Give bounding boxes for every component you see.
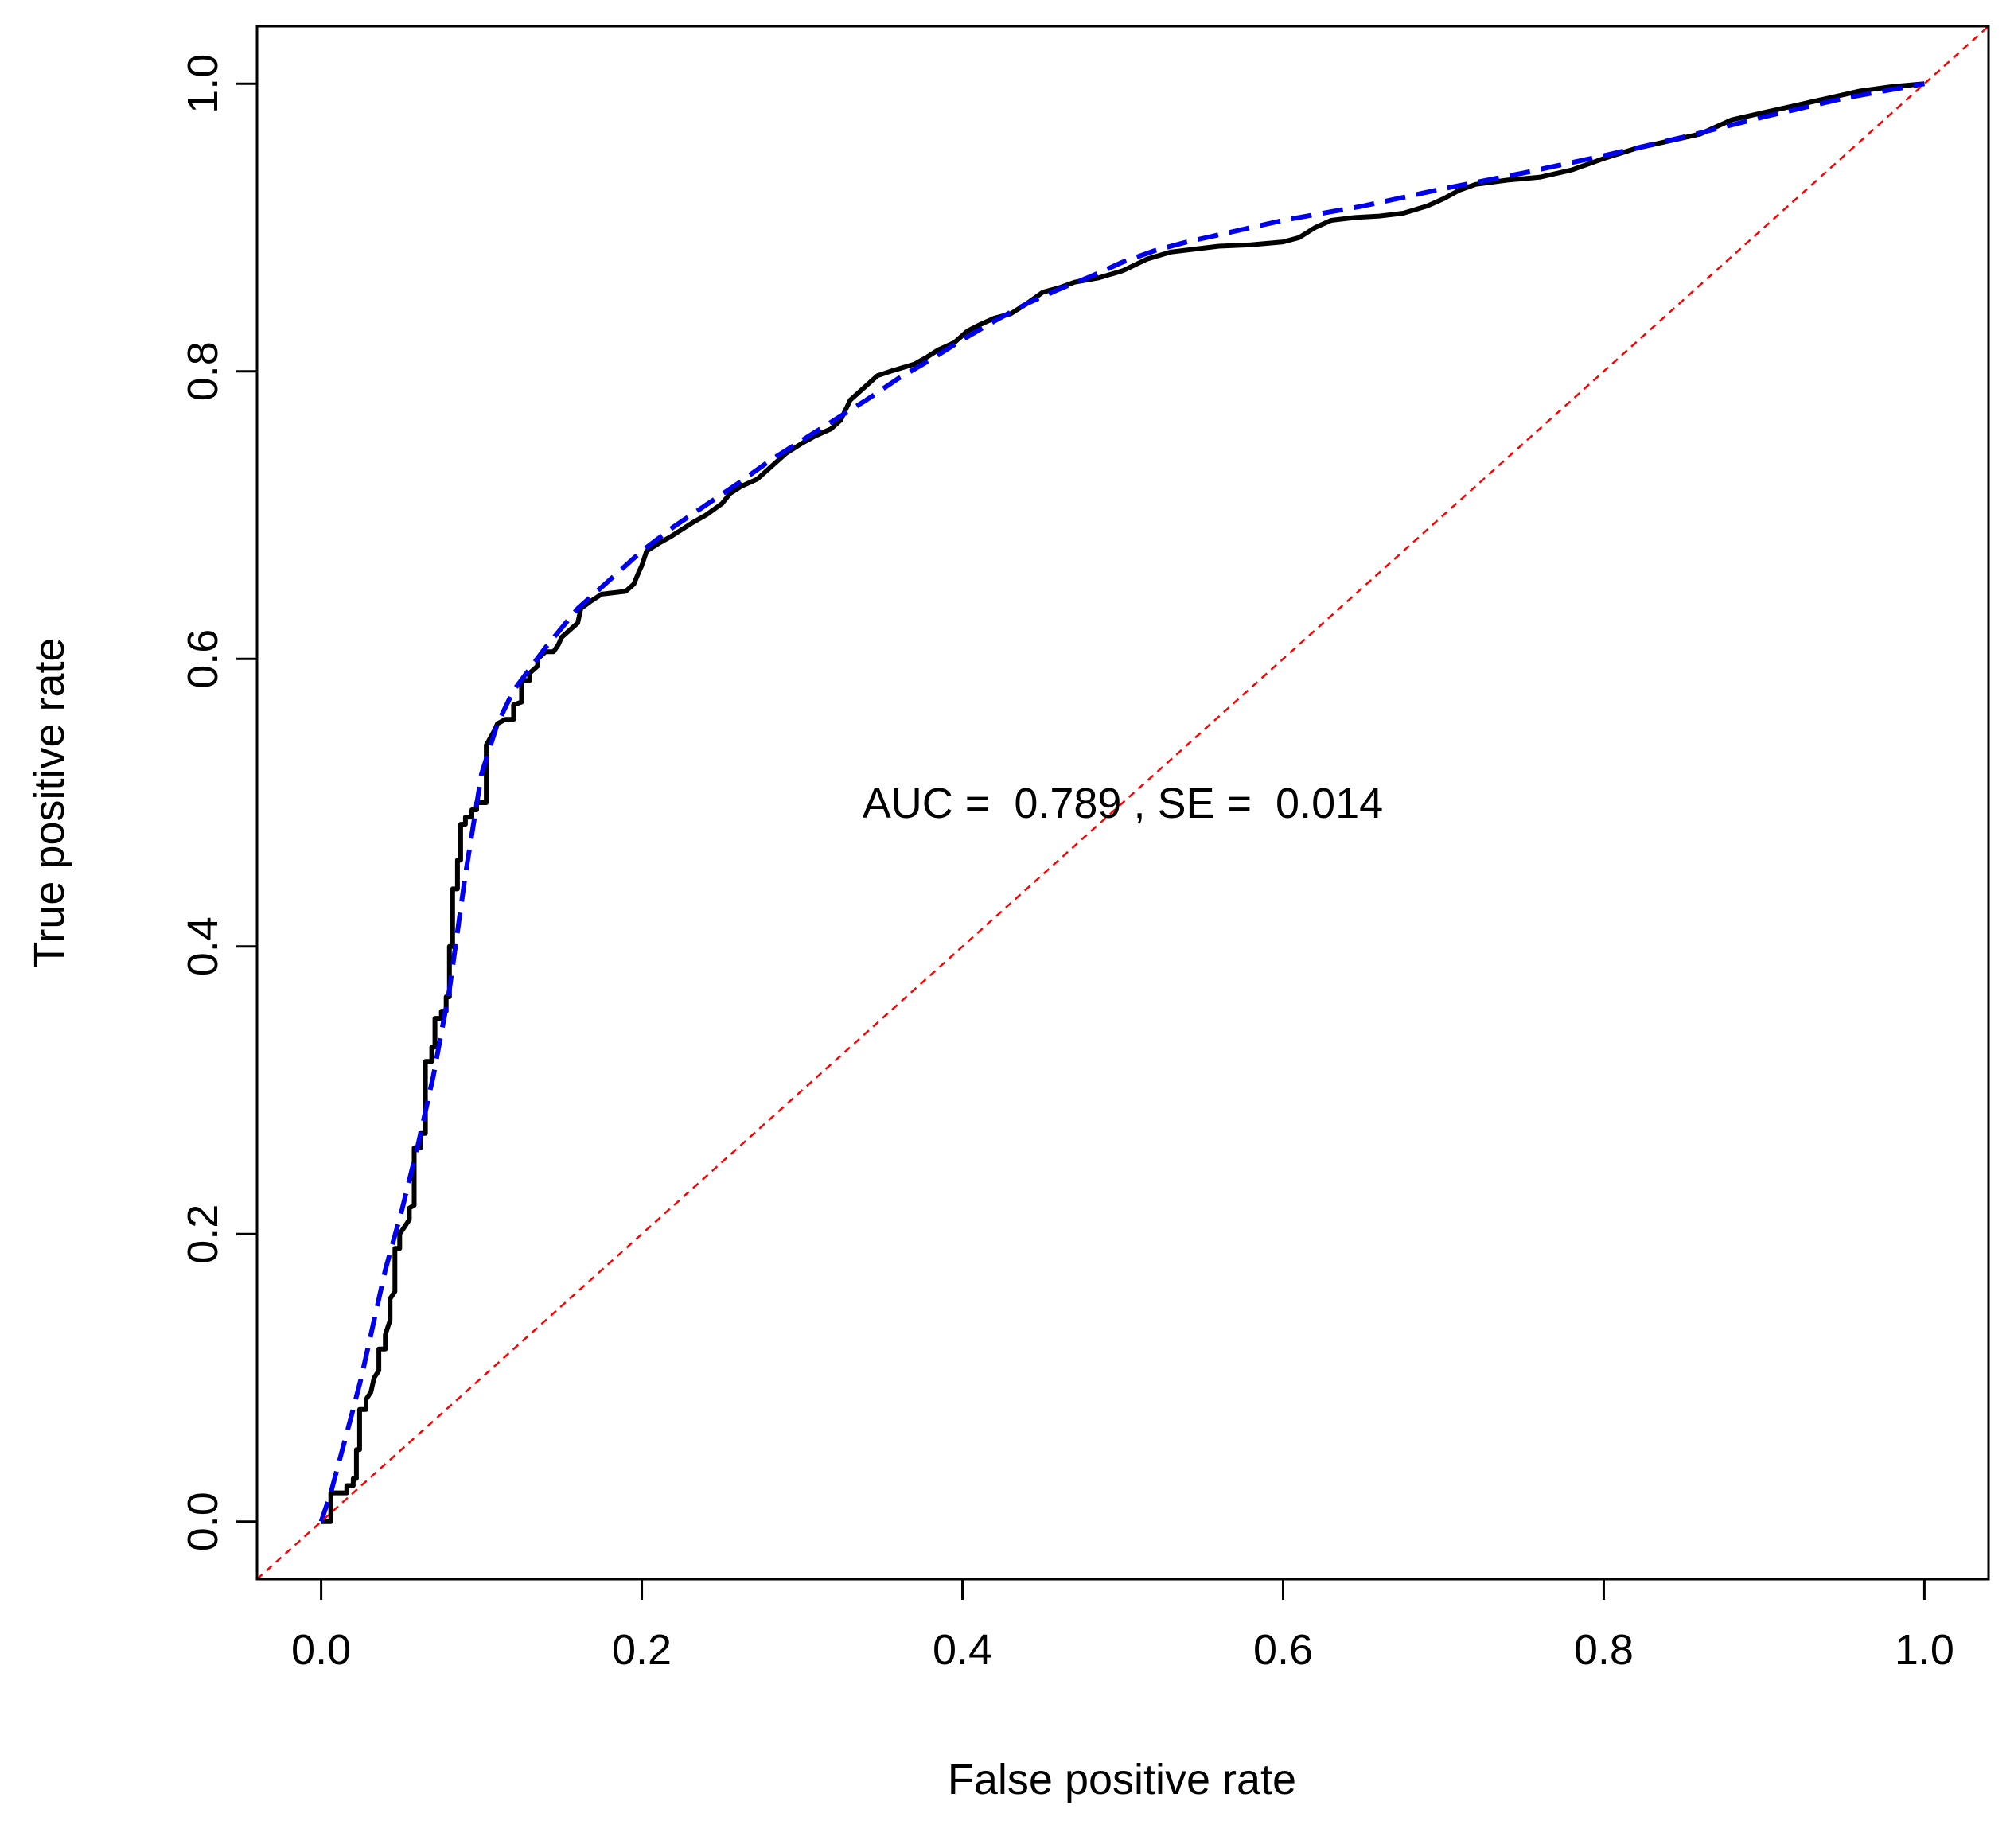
x-tick-label: 1.0 bbox=[1895, 1626, 1954, 1674]
x-tick-label: 0.4 bbox=[933, 1626, 992, 1674]
x-axis-label: False positive rate bbox=[948, 1756, 1296, 1803]
x-tick-label: 0.0 bbox=[291, 1626, 351, 1674]
auc-annotation: AUC = 0.789 , SE = 0.014 bbox=[863, 780, 1383, 827]
y-axis-label: True positive rate bbox=[25, 637, 73, 967]
x-tick-label: 0.2 bbox=[612, 1626, 672, 1674]
series-smoothed-roc bbox=[318, 81, 1925, 1523]
y-tick-label: 1.0 bbox=[179, 54, 227, 114]
y-tick-label: 0.6 bbox=[179, 629, 227, 689]
y-tick-label: 0.2 bbox=[179, 1204, 227, 1264]
y-tick-label: 0.8 bbox=[179, 341, 227, 401]
x-tick-label: 0.8 bbox=[1574, 1626, 1634, 1674]
series-chance-line bbox=[257, 26, 1989, 1579]
x-tick-label: 0.6 bbox=[1253, 1626, 1313, 1674]
y-axis: 0.0 0.2 0.4 0.6 0.8 1.0 bbox=[179, 54, 259, 1551]
x-axis: 0.0 0.2 0.4 0.6 0.8 1.0 bbox=[291, 1578, 1954, 1674]
y-tick-label: 0.0 bbox=[179, 1492, 227, 1551]
series-empirical-roc bbox=[321, 81, 1925, 1524]
y-tick-label: 0.4 bbox=[179, 916, 227, 976]
series-layer bbox=[257, 26, 1989, 1579]
